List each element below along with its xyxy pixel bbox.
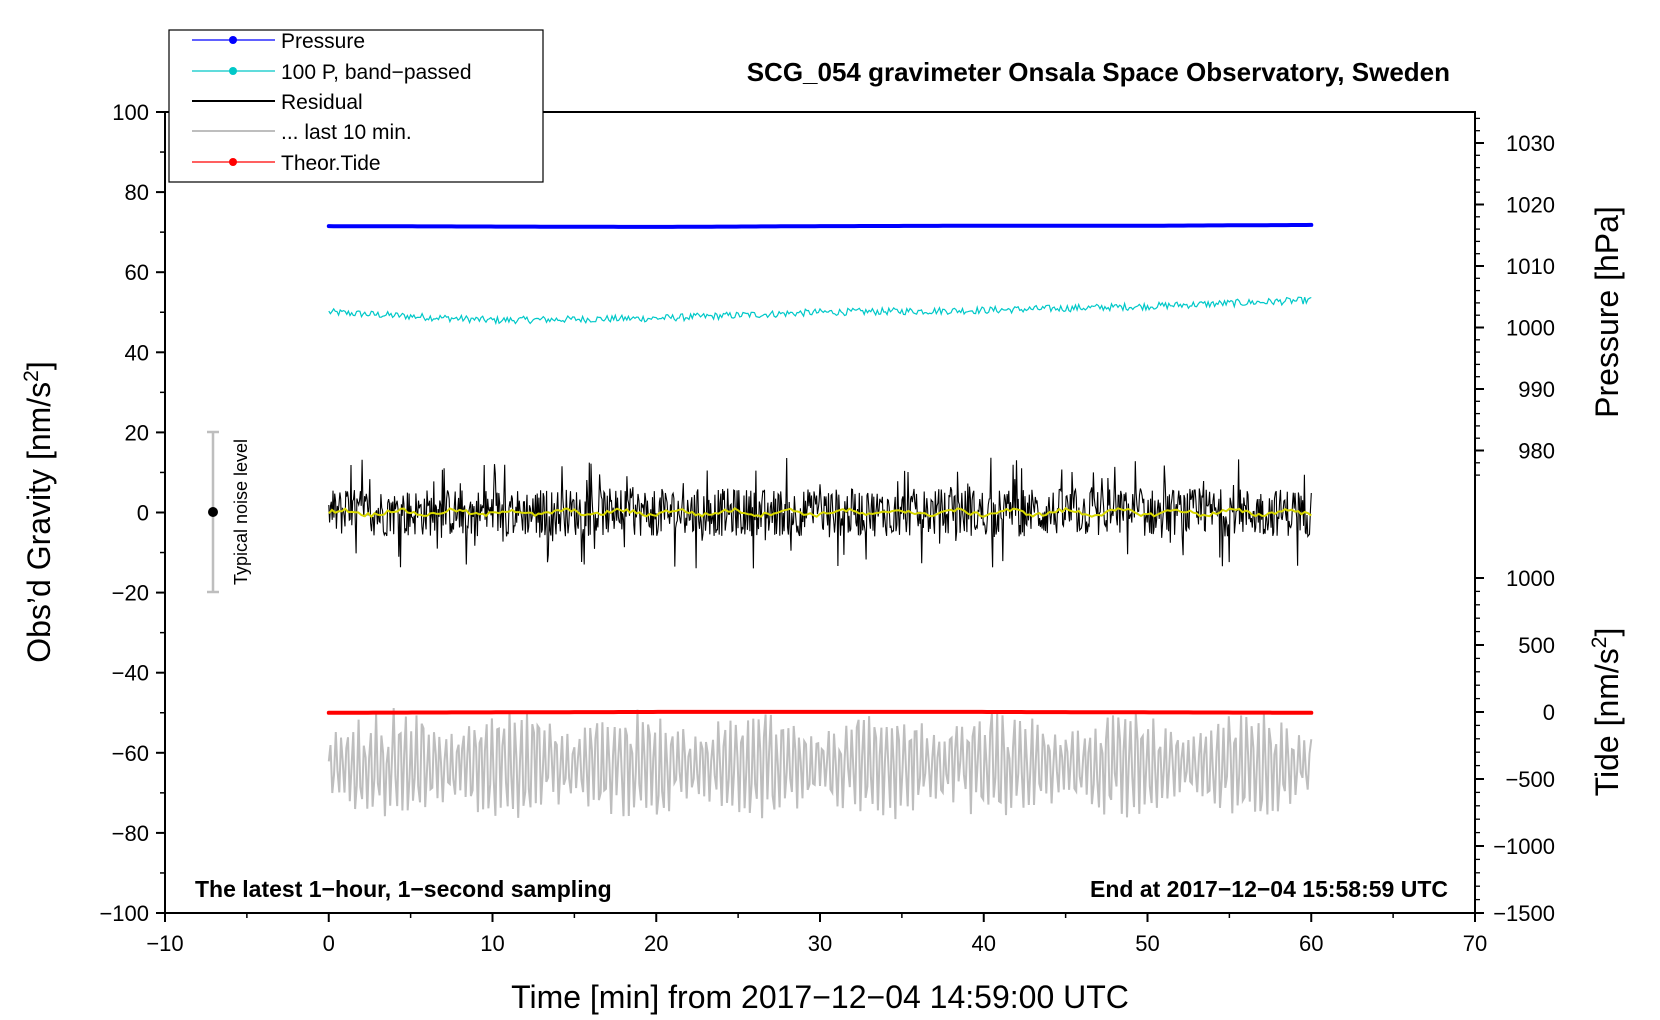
axes: −10 0 10 20 30 40 50 60 70100806040200−20−40−60−… xyxy=(99,100,1555,956)
y-right-tide-tick-label: −1000 xyxy=(1493,834,1555,859)
y-left-tick-label: −60 xyxy=(112,741,149,766)
chart-title: SCG_054 gravimeter Onsala Space Observat… xyxy=(747,57,1450,87)
legend-label-theor-tide: Theor.Tide xyxy=(281,152,381,175)
noise-bar: Typical noise level xyxy=(207,430,251,594)
legend: Pressure 100 P, band−passed Residual ...… xyxy=(168,29,544,183)
legend-marker-pressure xyxy=(229,36,237,44)
legend-item-residual: Residual xyxy=(192,91,363,114)
y-left-tick-label: 0 xyxy=(137,501,149,526)
legend-label-residual: Residual xyxy=(281,91,363,114)
legend-item-band-passed: 100 P, band−passed xyxy=(192,61,472,84)
y-right-pressure-tick-label: 1010 xyxy=(1506,254,1555,279)
series-theor-tide xyxy=(326,709,1314,715)
legend-item-theor-tide: Theor.Tide xyxy=(192,152,381,175)
y-right-tide-tick-label: 1000 xyxy=(1506,566,1555,591)
y-left-tick-label: 20 xyxy=(125,420,149,445)
x-tick-label: 0 xyxy=(323,931,335,956)
y-right-tide-tick-label: 0 xyxy=(1543,700,1555,725)
series-residual-smoothed xyxy=(328,507,1312,519)
x-tick-label: 30 xyxy=(808,931,832,956)
y-left-tick-label: −80 xyxy=(112,821,149,846)
noise-bar-dot xyxy=(208,507,218,517)
footer-right-note: End at 2017−12−04 15:58:59 UTC xyxy=(1090,876,1448,902)
y-right-tide-label: Tide [nm/s2] xyxy=(1588,628,1625,797)
legend-label-pressure: Pressure xyxy=(281,30,365,53)
x-tick-label: 50 xyxy=(1135,931,1159,956)
legend-marker-theor-tide xyxy=(229,158,237,166)
series-last-10-min xyxy=(327,707,1313,820)
y-left-tick-label: 60 xyxy=(125,260,149,285)
y-left-tick-label: −100 xyxy=(99,901,149,926)
y-right-pressure-tick-label: 1030 xyxy=(1506,131,1555,156)
x-tick-label: 60 xyxy=(1299,931,1323,956)
y-right-pressure-tick-label: 1000 xyxy=(1506,316,1555,341)
y-left-tick-label: 80 xyxy=(125,180,149,205)
y-left-tick-label: 100 xyxy=(112,100,149,125)
y-left-tick-label: −40 xyxy=(112,661,149,686)
y-right-tide-tick-label: 500 xyxy=(1518,633,1555,658)
footer-left-note: The latest 1−hour, 1−second sampling xyxy=(195,876,612,902)
series-band-passed xyxy=(328,296,1312,326)
noise-bar-label: Typical noise level xyxy=(231,439,251,585)
x-tick-label: −10 xyxy=(146,931,183,956)
y-left-tick-label: 40 xyxy=(125,340,149,365)
x-tick-label: 40 xyxy=(972,931,996,956)
legend-label-last-10-min: ... last 10 min. xyxy=(281,121,412,144)
series-layer xyxy=(326,222,1314,820)
x-tick-label: 70 xyxy=(1463,931,1487,956)
x-axis-label: Time [min] from 2017−12−04 14:59:00 UTC xyxy=(511,979,1129,1015)
y-left-tick-label: −20 xyxy=(112,581,149,606)
y-right-pressure-tick-label: 990 xyxy=(1518,377,1555,402)
y-right-tide-tick-label: −1500 xyxy=(1493,901,1555,926)
legend-item-pressure: Pressure xyxy=(192,30,365,53)
x-tick-label: 20 xyxy=(644,931,668,956)
y-right-pressure-tick-label: 1020 xyxy=(1506,193,1555,218)
legend-box xyxy=(168,29,544,183)
x-tick-label: 10 xyxy=(480,931,504,956)
series-pressure xyxy=(326,222,1314,229)
legend-item-last-10-min: ... last 10 min. xyxy=(192,121,412,144)
legend-label-band-passed: 100 P, band−passed xyxy=(281,61,472,84)
y-right-tide-tick-label: −500 xyxy=(1505,767,1555,792)
legend-marker-band-passed xyxy=(229,67,237,75)
y-right-pressure-label: Pressure [hPa] xyxy=(1589,206,1625,418)
y-right-pressure-tick-label: 980 xyxy=(1518,439,1555,464)
y-left-axis-label: Obs’d Gravity [nm/s2] xyxy=(20,361,57,663)
